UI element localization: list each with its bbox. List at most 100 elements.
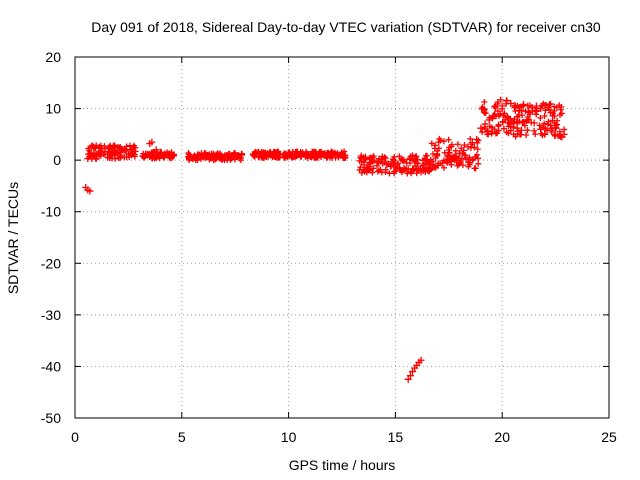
data-points: [82, 96, 568, 383]
data-point: [374, 158, 382, 166]
data-point: [544, 121, 551, 128]
data-point: [216, 151, 224, 159]
data-point: [406, 372, 414, 380]
data-point: [541, 120, 548, 127]
data-point: [441, 164, 448, 171]
data-point: [521, 122, 528, 129]
data-point: [408, 165, 416, 173]
data-point: [474, 146, 481, 153]
data-point: [435, 139, 442, 146]
data-point: [517, 126, 525, 134]
data-point: [524, 127, 531, 134]
data-point: [468, 139, 476, 147]
data-point: [374, 168, 381, 175]
data-point: [528, 104, 536, 112]
data-point: [464, 156, 471, 163]
data-point: [379, 159, 387, 167]
data-point: [503, 129, 510, 136]
data-point: [272, 149, 280, 157]
data-point: [483, 128, 491, 136]
data-point: [97, 147, 105, 155]
x-tick-label: 25: [601, 429, 617, 445]
data-point: [268, 150, 276, 158]
data-point: [459, 155, 466, 162]
y-tick-label: 0: [53, 152, 61, 168]
data-point: [426, 165, 434, 173]
data-point: [90, 143, 97, 150]
data-point: [369, 165, 376, 172]
data-point: [86, 147, 93, 154]
data-point: [513, 124, 521, 132]
data-point: [507, 99, 515, 107]
data-point: [448, 161, 455, 168]
y-tick-label: -40: [41, 358, 61, 374]
data-point: [105, 143, 113, 151]
data-point: [522, 108, 529, 115]
data-point: [396, 153, 403, 160]
data-point: [541, 101, 549, 109]
data-point: [455, 149, 463, 157]
data-point: [306, 150, 314, 158]
data-point: [510, 124, 517, 131]
data-point: [255, 148, 263, 156]
data-point: [456, 159, 463, 166]
data-point: [558, 110, 565, 117]
data-point: [434, 147, 441, 154]
x-axis-label: GPS time / hours: [289, 457, 396, 473]
data-point: [412, 153, 419, 160]
data-point: [536, 122, 543, 129]
data-point: [551, 132, 558, 139]
data-point: [481, 105, 488, 112]
y-tick-label: -50: [41, 410, 61, 426]
data-point: [552, 124, 560, 132]
data-point: [447, 155, 455, 163]
data-point: [537, 105, 545, 113]
data-point: [530, 119, 538, 127]
data-point: [560, 130, 568, 138]
data-point: [445, 136, 452, 143]
data-point: [382, 166, 389, 173]
x-tick-label: 10: [281, 429, 297, 445]
data-point: [282, 154, 289, 161]
data-point: [408, 368, 416, 376]
data-point: [314, 154, 321, 161]
data-point: [512, 133, 519, 140]
data-point: [547, 100, 554, 107]
data-point: [520, 100, 528, 108]
x-tick-label: 0: [71, 429, 79, 445]
data-point: [400, 158, 407, 165]
data-point: [532, 102, 540, 110]
data-point: [502, 116, 509, 123]
data-point: [366, 155, 374, 163]
y-axis-label: SDTVAR / TECUs: [5, 182, 21, 294]
data-point: [101, 145, 109, 153]
data-point: [383, 161, 391, 169]
data-point: [373, 162, 380, 169]
data-point: [233, 153, 241, 161]
data-point: [434, 161, 442, 169]
data-point: [428, 140, 435, 147]
data-point: [502, 97, 510, 105]
data-point: [481, 99, 488, 106]
data-point: [473, 151, 480, 158]
data-point: [186, 154, 194, 162]
data-point: [419, 162, 426, 169]
data-point: [366, 167, 373, 174]
y-tick-label: 20: [45, 49, 61, 65]
data-point: [129, 149, 137, 157]
data-point: [139, 152, 147, 160]
y-tick-label: -10: [41, 204, 61, 220]
data-point: [382, 155, 389, 162]
data-point: [315, 151, 323, 159]
data-point: [547, 126, 555, 134]
data-point: [482, 110, 489, 117]
data-point: [329, 154, 336, 161]
data-point: [451, 152, 459, 160]
data-point: [387, 162, 395, 170]
x-tick-label: 5: [178, 429, 186, 445]
y-tick-label: -30: [41, 307, 61, 323]
data-point: [203, 152, 211, 160]
data-point: [527, 111, 534, 118]
data-point: [545, 106, 553, 114]
data-point: [116, 148, 124, 156]
